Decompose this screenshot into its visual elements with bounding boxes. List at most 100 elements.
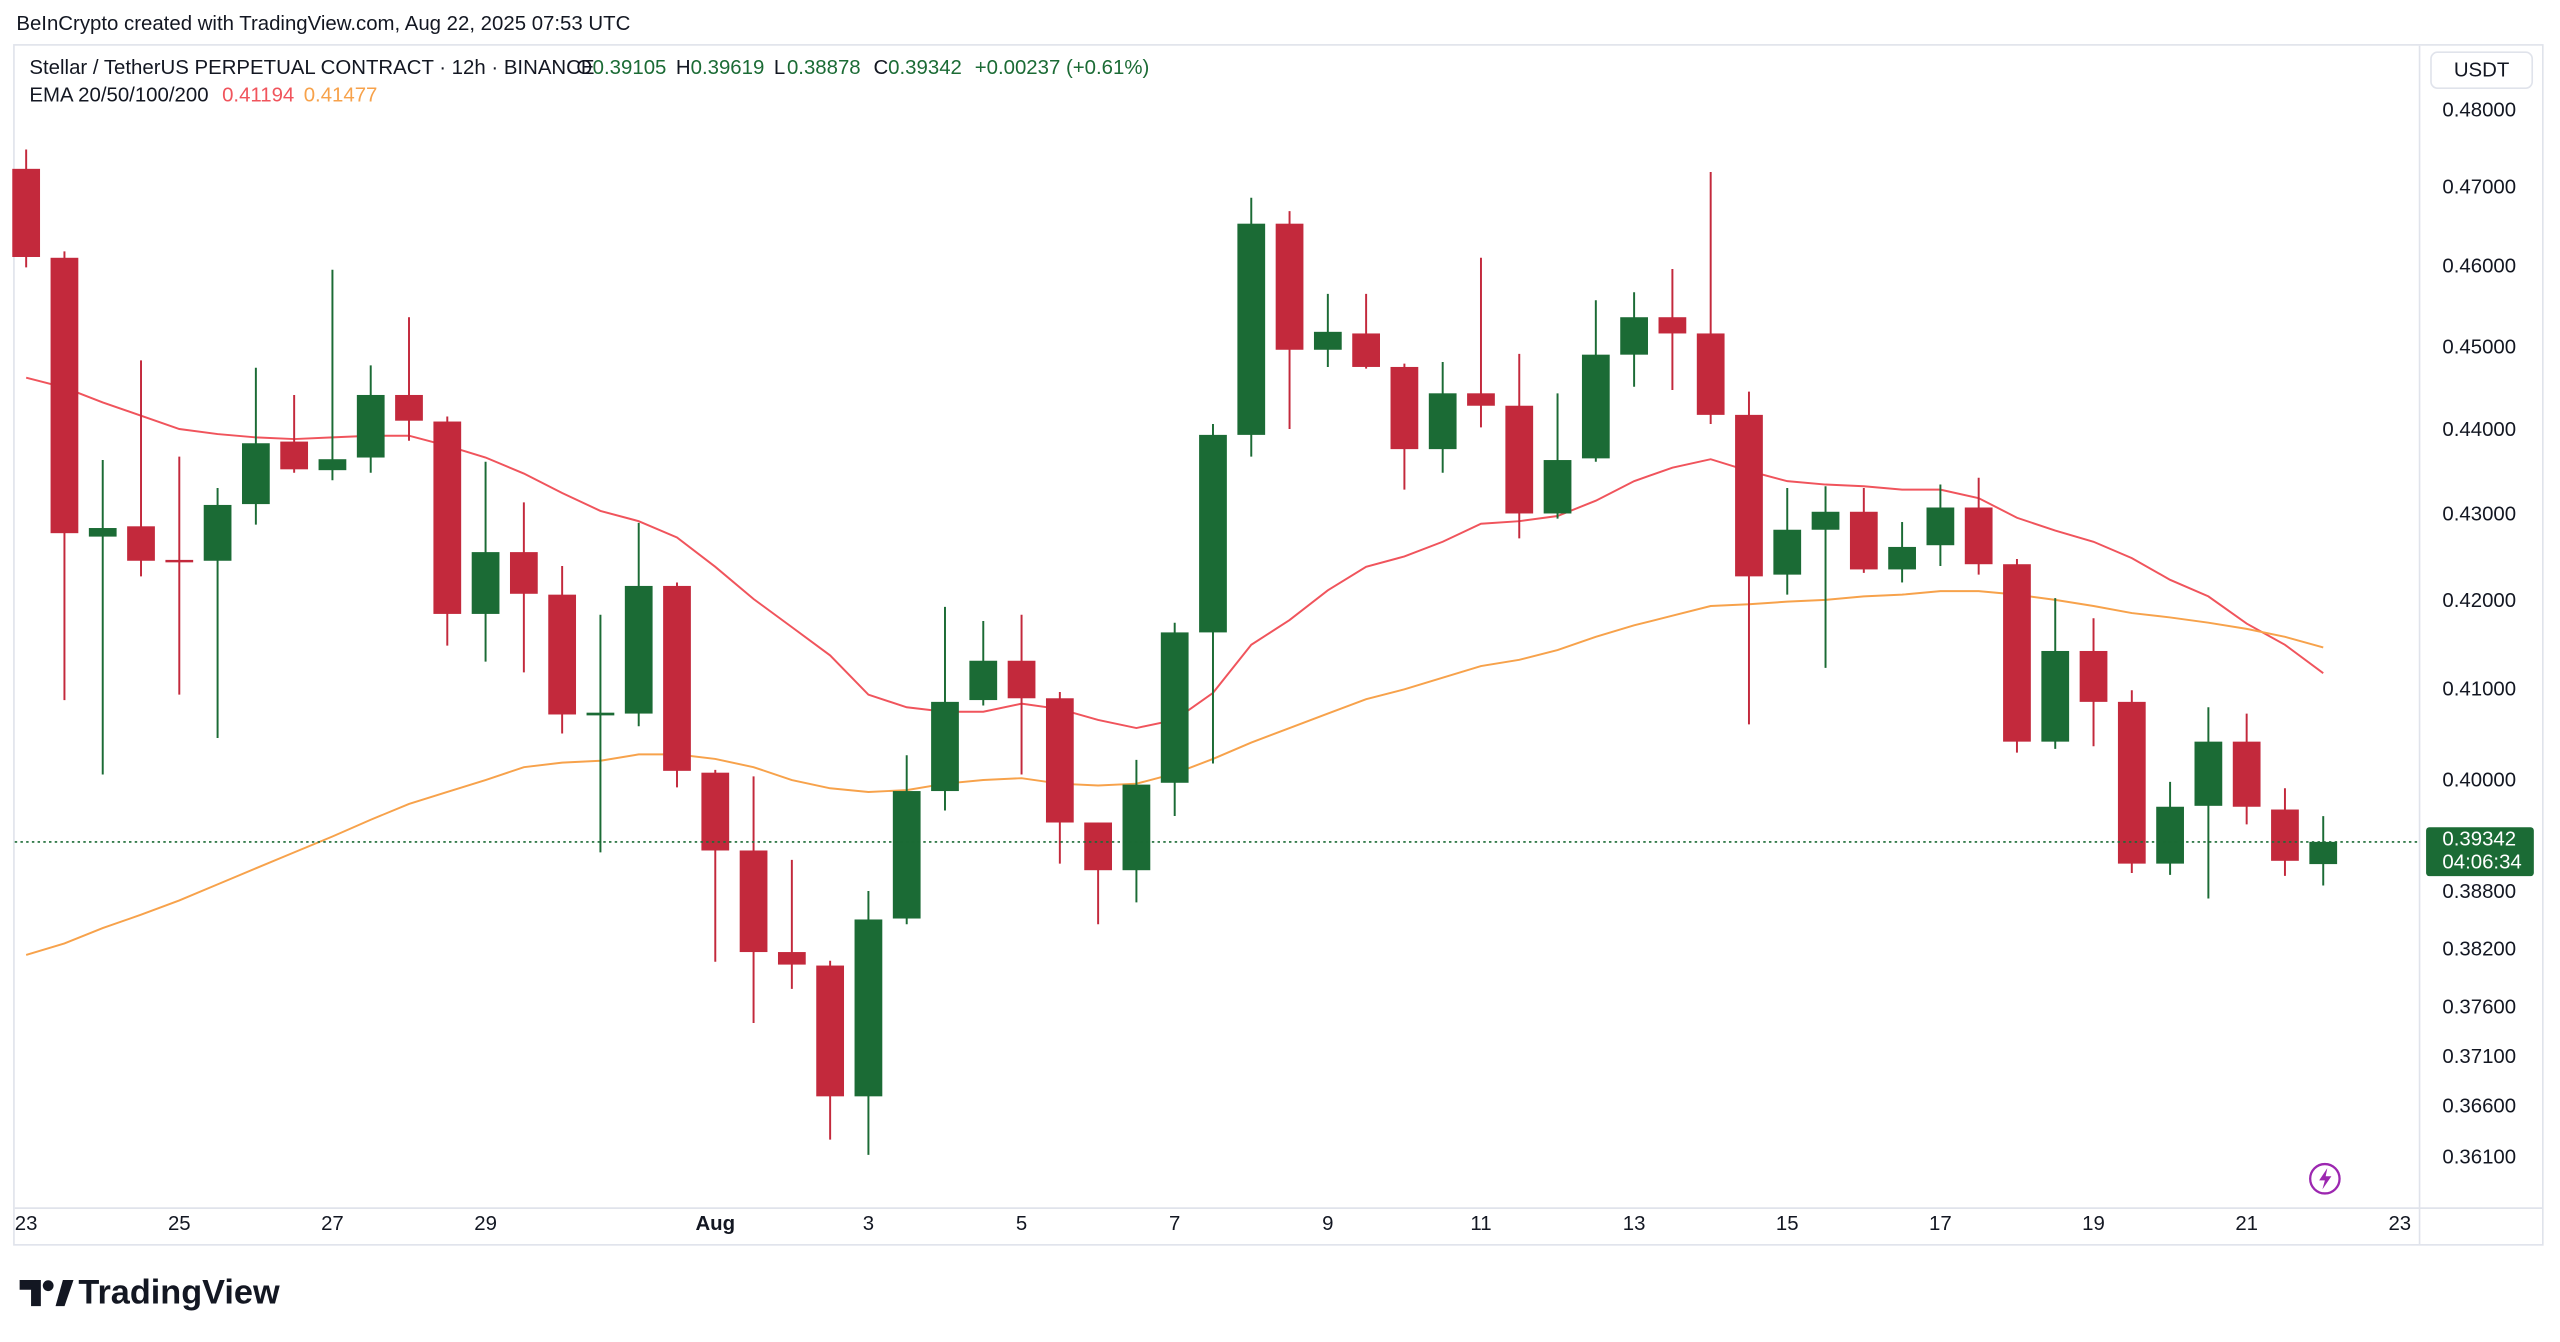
currency[interactable]: USDT [2454, 59, 2510, 81]
attribution: BeInCrypto created with TradingView.com,… [16, 13, 630, 35]
candle-body [318, 459, 347, 471]
change: +0.00237 (+0.61%) [975, 57, 1150, 79]
y-tick-label: 0.42000 [2442, 590, 2516, 612]
candle-body [165, 559, 194, 563]
x-tick-label: 11 [1470, 1213, 1491, 1235]
candle-body [2003, 564, 2031, 742]
y-tick-label: 0.38200 [2442, 939, 2516, 961]
ohlc-value: 0.39619 [691, 57, 765, 79]
logo-mark [19, 1279, 41, 1307]
candle-body [1045, 698, 1074, 823]
x-tick-label: Aug [695, 1213, 735, 1235]
candle-body [2232, 741, 2261, 807]
candle-body [892, 791, 921, 919]
y-tick-label: 0.36600 [2442, 1096, 2516, 1118]
indicator-value: 0.41194 [222, 85, 294, 107]
y-tick-label: 0.40000 [2442, 769, 2516, 791]
brand-logo [19, 1279, 74, 1307]
y-tick-label: 0.46000 [2442, 256, 2516, 278]
chart-frame [13, 44, 2544, 1246]
last-price-box [2426, 827, 2534, 877]
x-tick-label: 21 [2235, 1213, 2258, 1235]
y-tick-label: 0.41000 [2442, 679, 2516, 701]
candle-body [1926, 507, 1955, 546]
candle-body [777, 952, 806, 965]
candle-body [2156, 806, 2184, 864]
y-tick-label: 0.36100 [2442, 1146, 2516, 1168]
candle-body [624, 585, 653, 714]
candle-body [1007, 660, 1036, 699]
candle-body [2041, 650, 2070, 742]
ohlc-label: C [873, 57, 888, 79]
candle-body [471, 552, 500, 614]
candle-body [12, 168, 41, 257]
candle-body [931, 701, 959, 792]
last-price-label: 0.39342 [2442, 829, 2516, 851]
candle-body [969, 660, 998, 701]
candle-body [1773, 529, 1802, 575]
candle-body [395, 394, 423, 421]
x-tick-label: 5 [1016, 1213, 1027, 1235]
candle-body [1199, 434, 1227, 633]
candle-body [663, 585, 691, 771]
candle-body [1964, 507, 1993, 565]
candle-body [356, 394, 385, 458]
candle-body [2271, 809, 2299, 861]
y-tick-label: 0.44000 [2442, 419, 2516, 441]
y-tick-label: 0.37600 [2442, 997, 2516, 1019]
x-tick-label: 19 [2082, 1213, 2105, 1235]
x-tick-label: 9 [1322, 1213, 1333, 1235]
candle-body [2079, 650, 2108, 702]
candle-body [509, 552, 538, 594]
x-tick-label: 13 [1623, 1213, 1646, 1235]
candle-body [1237, 223, 1266, 435]
candle-body [280, 441, 309, 470]
candle-body [127, 526, 155, 561]
alert-icon-bolt [2319, 1168, 2332, 1190]
indicator-label: EMA 20/50/100/200 [29, 85, 208, 107]
ohlc-label: L [774, 57, 785, 79]
x-tick-label: 23 [15, 1213, 38, 1235]
x-tick-label: 25 [168, 1213, 191, 1235]
x-tick-label: 23 [2388, 1213, 2411, 1235]
candle-body [1888, 546, 1916, 570]
candle-body [1696, 333, 1725, 415]
candle-body [1160, 632, 1189, 783]
candle-body [1505, 405, 1534, 514]
countdown: 04:06:34 [2442, 852, 2521, 874]
chart-title: Stellar / TetherUS PERPETUAL CONTRACT · … [29, 57, 594, 79]
alert-icon[interactable] [2309, 1162, 2341, 1195]
candle-body [433, 421, 462, 614]
currency-button[interactable] [2430, 51, 2534, 89]
ohlc-value: 0.39105 [593, 57, 667, 79]
x-tick-label: 27 [321, 1213, 344, 1235]
y-tick-label: 0.37100 [2442, 1046, 2516, 1068]
candle-body [1735, 414, 1763, 577]
logo-mark [55, 1279, 74, 1307]
y-tick-label: 0.47000 [2442, 177, 2516, 199]
candle-body [586, 712, 615, 716]
y-tick-label: 0.45000 [2442, 337, 2516, 359]
candle-body [50, 257, 79, 534]
candle-body [816, 965, 845, 1097]
candle-body [1084, 822, 1113, 871]
candle-body [1849, 511, 1878, 570]
candle-body [739, 850, 768, 953]
x-tick-label: 15 [1776, 1213, 1799, 1235]
candle-body [1658, 317, 1687, 334]
ohlc-label: H [676, 57, 691, 79]
candle-body [1313, 331, 1342, 350]
candle-body [701, 772, 730, 851]
ohlc-value: 0.39342 [888, 57, 962, 79]
candle-body [1352, 333, 1380, 367]
candle-body [1275, 223, 1304, 350]
logo-mark [42, 1280, 54, 1292]
y-tick-label: 0.38800 [2442, 881, 2516, 903]
candle-body [203, 504, 232, 561]
candle-body [2309, 841, 2338, 865]
candle-body [854, 919, 883, 1097]
candle-body [88, 528, 117, 537]
x-tick-label: 7 [1169, 1213, 1180, 1235]
